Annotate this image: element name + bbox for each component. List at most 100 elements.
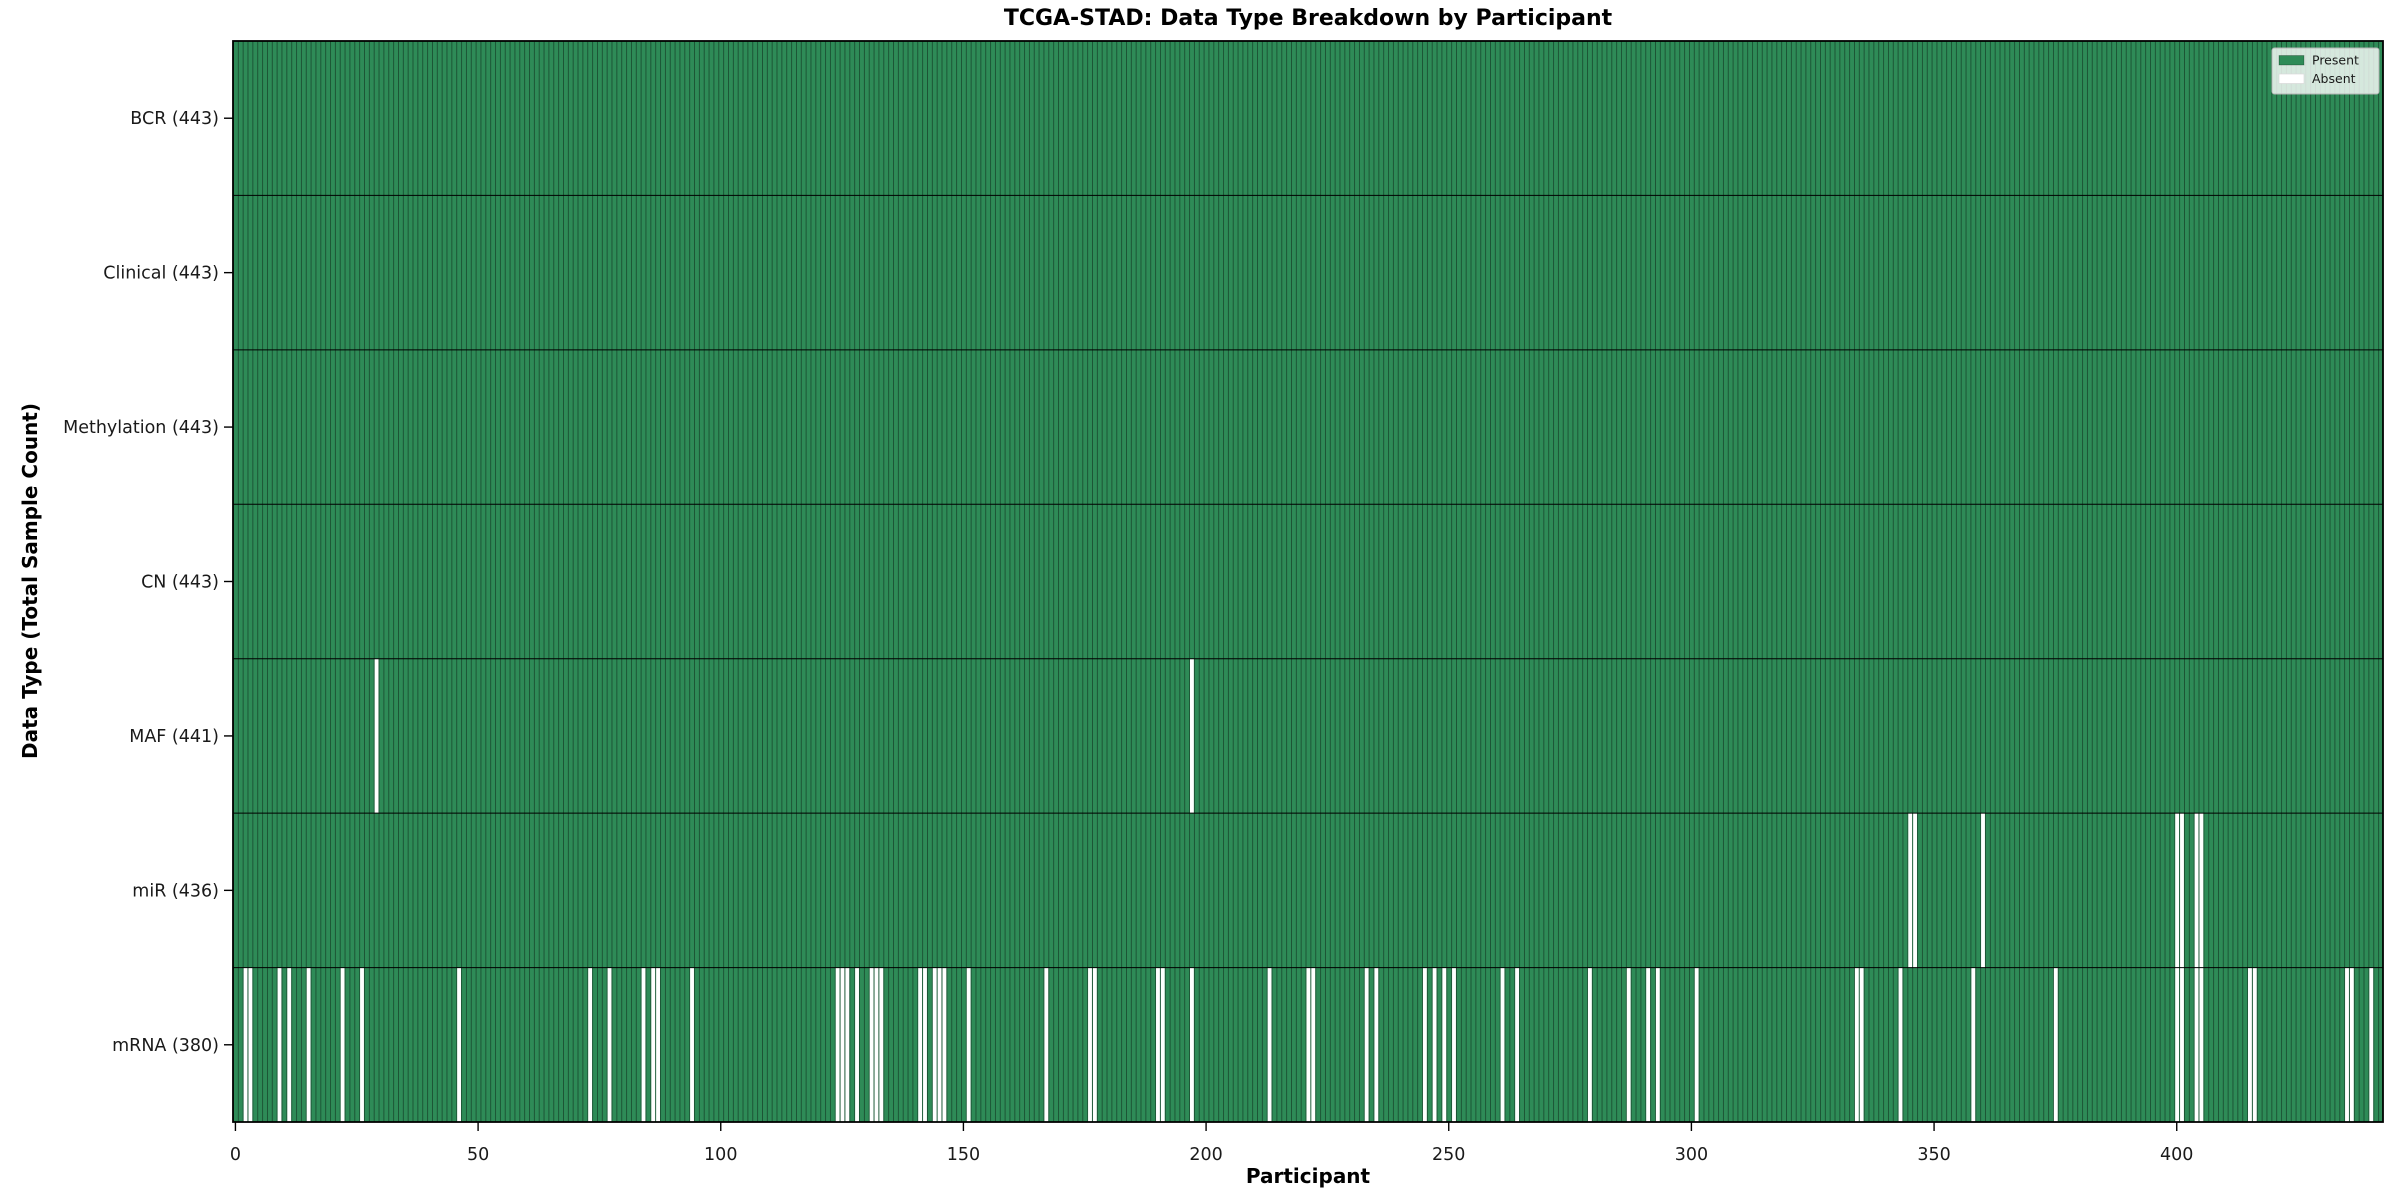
absent-gap (2180, 967, 2184, 1122)
chart-title: TCGA-STAD: Data Type Breakdown by Partic… (1003, 6, 1613, 31)
absent-gap (1452, 967, 1456, 1122)
absent-gap (360, 967, 364, 1122)
absent-gap (1626, 967, 1631, 1122)
absent-gap (1442, 967, 1447, 1122)
absent-gap (2180, 813, 2184, 968)
x-tick-label: 350 (1917, 1145, 1950, 1165)
absent-gap (835, 967, 840, 1122)
row-mRNA-gaps (243, 967, 2374, 1122)
absent-gap (1646, 967, 1651, 1122)
y-axis-label: Data Type (Total Sample Count) (18, 402, 42, 760)
absent-gap (1694, 967, 1699, 1122)
absent-gap (2053, 967, 2058, 1122)
y-tick-label: BCR (443) (130, 109, 219, 129)
y-tick-label: MAF (441) (129, 727, 219, 747)
x-tick-label: 50 (467, 1145, 489, 1165)
absent-gap (243, 967, 248, 1122)
absent-gap (1160, 967, 1165, 1122)
absent-gap (923, 967, 927, 1122)
absent-gap (651, 967, 656, 1122)
absent-gap (937, 967, 942, 1122)
absent-gap (874, 967, 879, 1122)
legend-label-present: Present (2312, 53, 2359, 68)
absent-gap (845, 967, 850, 1122)
absent-gap (1092, 967, 1097, 1122)
absent-gap (1374, 967, 1379, 1122)
absent-gap (306, 967, 311, 1122)
absent-gap (2345, 967, 2349, 1122)
absent-gap (690, 967, 694, 1122)
absent-gap (1587, 967, 1592, 1122)
absent-gap (457, 967, 462, 1122)
absent-gap (1311, 967, 1316, 1122)
absent-gap (277, 967, 282, 1122)
legend-swatch-present (2278, 55, 2305, 66)
absent-gap (1515, 967, 1520, 1122)
absent-gap (2369, 967, 2374, 1122)
absent-gap (966, 967, 971, 1122)
absent-gap (2248, 967, 2252, 1122)
absent-gap (840, 967, 845, 1122)
absent-gap (879, 967, 884, 1122)
absent-gap (2252, 967, 2257, 1122)
x-tick-label: 300 (1675, 1145, 1708, 1165)
absent-gap (918, 967, 923, 1122)
absent-gap (1364, 967, 1369, 1122)
absent-gap (1981, 813, 1985, 968)
absent-gap (1044, 967, 1049, 1122)
absent-gap (869, 967, 874, 1122)
absent-gap (1189, 967, 1194, 1122)
absent-gap (1500, 967, 1505, 1122)
absent-gap (287, 967, 292, 1122)
absent-gap (248, 967, 253, 1122)
x-tick-label: 250 (1432, 1145, 1465, 1165)
absent-gap (2194, 967, 2199, 1122)
legend-swatch-absent (2278, 73, 2305, 84)
absent-gap (1859, 967, 1864, 1122)
absent-gap (1898, 967, 1903, 1122)
absent-gap (656, 967, 660, 1122)
absent-gap (1971, 967, 1976, 1122)
absent-gap (1156, 967, 1160, 1122)
absent-gap (2199, 813, 2204, 968)
x-tick-label: 100 (704, 1145, 737, 1165)
x-tick-label: 150 (947, 1145, 980, 1165)
absent-gap (932, 967, 937, 1122)
absent-gap (340, 967, 345, 1122)
y-tick-label: Methylation (443) (63, 418, 219, 438)
x-tick-label: 400 (2160, 1145, 2193, 1165)
absent-gap (1908, 813, 1913, 968)
absent-gap (942, 967, 947, 1122)
absent-gap (374, 658, 379, 814)
absent-gap (1913, 813, 1917, 968)
absent-gap (1655, 967, 1660, 1122)
absent-gap (855, 967, 859, 1122)
absent-gap (607, 967, 612, 1122)
legend-label-absent: Absent (2312, 71, 2356, 86)
plot-area (233, 41, 2383, 1122)
row-miR-gaps (1908, 813, 2204, 968)
x-tick-label: 0 (230, 1145, 241, 1165)
plot-border (232, 40, 2384, 1123)
absent-gap (1854, 967, 1859, 1122)
x-axis-label: Participant (1245, 1164, 1371, 1188)
y-tick-label: CN (443) (141, 573, 219, 593)
absent-gap (2199, 967, 2204, 1122)
absent-gap (641, 967, 646, 1122)
absent-gap (1306, 967, 1311, 1122)
x-tick-label: 200 (1189, 1145, 1222, 1165)
absent-gap (2194, 813, 2199, 968)
y-tick-label: miR (436) (132, 881, 219, 901)
y-tick-label: mRNA (380) (112, 1036, 219, 1056)
row-MAF-gaps (374, 658, 1194, 814)
absent-gap (2175, 813, 2180, 968)
absent-gap (2349, 967, 2354, 1122)
absent-gap (1422, 967, 1427, 1122)
absent-gap (1267, 967, 1272, 1122)
absent-gap (2175, 967, 2180, 1122)
legend: Present Absent (2271, 47, 2380, 95)
absent-gap (588, 967, 593, 1122)
absent-gap (1189, 658, 1194, 814)
